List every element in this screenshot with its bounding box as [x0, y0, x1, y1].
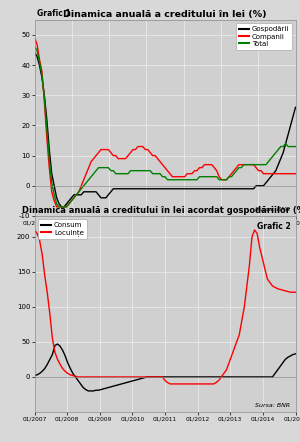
Legend: Consum, Locuințe: Consum, Locuințe	[38, 219, 87, 240]
Title: Dinamica anuală a creditului în lei acordat gospodăriilor (%): Dinamica anuală a creditului în lei acor…	[22, 206, 300, 215]
Title: Dinamica anuală a creditului în lei (%): Dinamica anuală a creditului în lei (%)	[63, 10, 267, 19]
Legend: Gospodării, Companii, Total: Gospodării, Companii, Total	[236, 23, 292, 50]
Text: Grafic 2: Grafic 2	[256, 222, 290, 231]
Text: Sursa: BNR: Sursa: BNR	[255, 403, 290, 408]
Text: Grafic 1: Grafic 1	[37, 9, 71, 18]
Text: Sursa: BNR: Sursa: BNR	[255, 207, 290, 212]
